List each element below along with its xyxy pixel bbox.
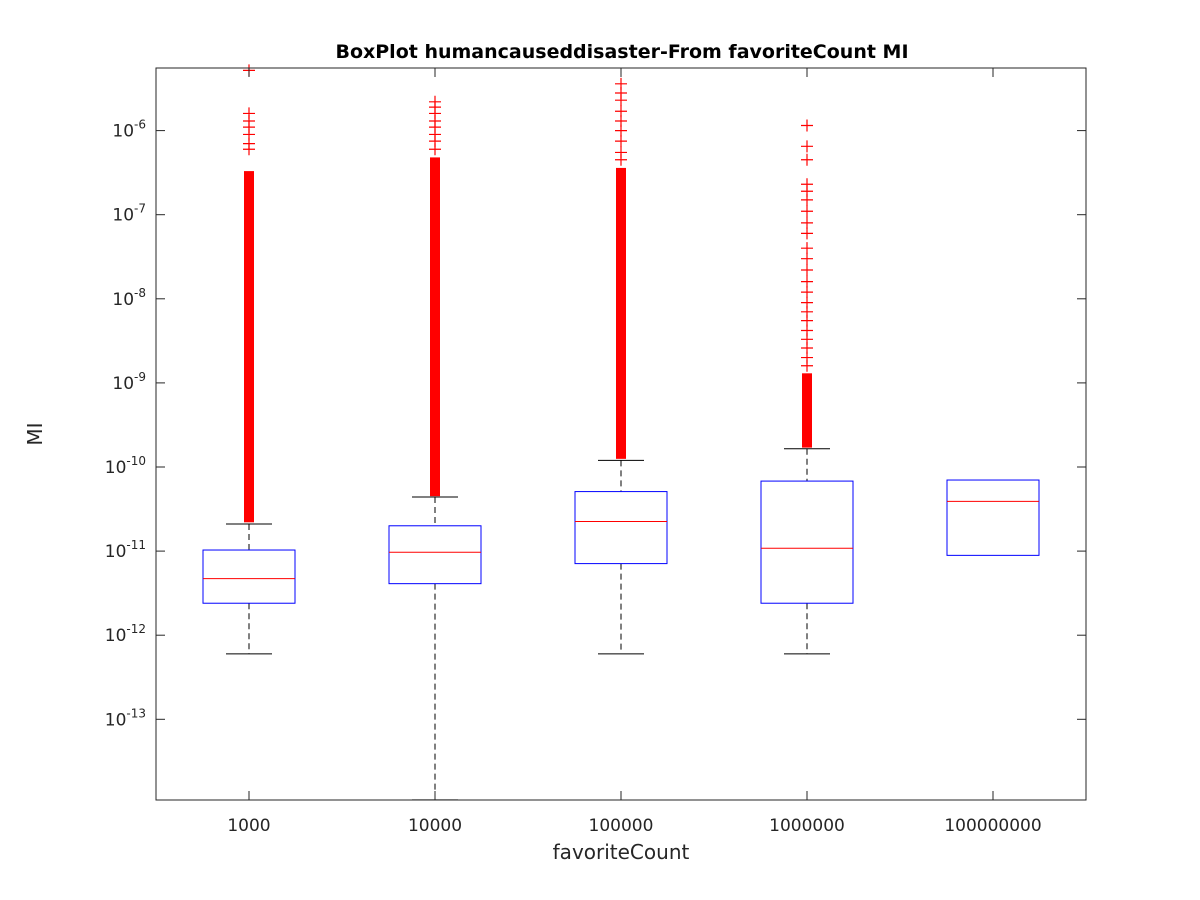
outlier-point (801, 119, 813, 132)
y-axis-label: MI (23, 422, 47, 445)
y-tick-label: 10-12 (105, 622, 146, 646)
outlier-point (801, 153, 813, 166)
x-tick-label: 100000 (589, 816, 654, 836)
y-tick-label: 10-6 (112, 118, 146, 142)
x-tick-label: 100000000 (944, 816, 1041, 836)
outlier-point (429, 95, 441, 108)
x-axis-label: favoriteCount (553, 840, 690, 864)
outlier-point (615, 105, 627, 118)
outlier-point (801, 216, 813, 229)
box-group-1000000 (760, 119, 854, 655)
plot-area (202, 64, 1040, 801)
x-tick-label: 1000000 (769, 816, 845, 836)
y-tick-label: 10-8 (112, 286, 146, 310)
box-iqr (760, 480, 854, 604)
y-tick-label: 10-13 (105, 706, 146, 730)
outlier-point (801, 296, 813, 309)
outlier-band (802, 373, 812, 448)
y-tick-label: 10-10 (105, 454, 146, 478)
x-tick-label: 10000 (408, 816, 462, 836)
box-iqr (388, 525, 482, 585)
outlier-band (244, 171, 254, 523)
box-iqr (202, 549, 296, 604)
box-group-100000 (574, 77, 668, 655)
outlier-band (616, 167, 626, 459)
outlier-point (615, 135, 627, 148)
x-tick-label: 1000 (227, 816, 270, 836)
chart-title: BoxPlot humancauseddisaster-From favorit… (335, 41, 908, 63)
outlier-point (801, 178, 813, 191)
outlier-point (615, 77, 627, 90)
outlier-point (801, 286, 813, 299)
box-group-10000 (388, 95, 482, 801)
outlier-point (801, 140, 813, 153)
outlier-point (801, 264, 813, 277)
y-tick-label: 10-9 (112, 370, 146, 394)
outlier-point (801, 227, 813, 240)
outlier-point (615, 146, 627, 159)
y-tick-label: 10-7 (112, 202, 146, 226)
box-iqr (946, 479, 1040, 556)
outlier-point (801, 275, 813, 288)
box-iqr (574, 491, 668, 565)
outlier-point (243, 107, 255, 120)
outlier-point (801, 205, 813, 218)
axis-ticks: 10-13 10-12 10-11 10-10 10-9 10-8 10-7 10-6 1000… (105, 68, 1086, 836)
outlier-point (801, 242, 813, 255)
outlier-band (430, 157, 440, 497)
box-group-1000 (202, 64, 296, 655)
y-tick-label: 10-11 (105, 538, 146, 562)
box-group-100000000 (946, 479, 1040, 556)
outlier-point (801, 252, 813, 265)
